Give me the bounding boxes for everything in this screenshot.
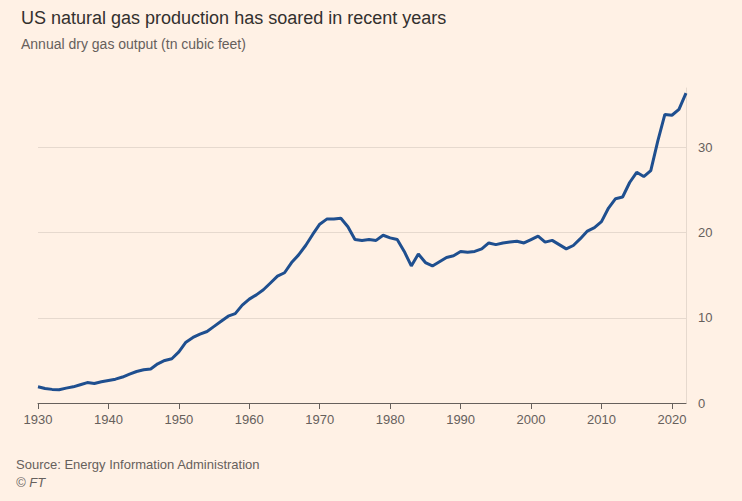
svg-text:2020: 2020 [657, 412, 686, 427]
svg-text:30: 30 [698, 140, 712, 155]
svg-text:Annual dry gas output (tn cubi: Annual dry gas output (tn cubic feet) [21, 36, 246, 52]
svg-text:1950: 1950 [164, 412, 193, 427]
svg-text:Source: Energy Information Adm: Source: Energy Information Administratio… [16, 457, 260, 472]
svg-text:© FT: © FT [16, 475, 46, 490]
svg-text:1990: 1990 [446, 412, 475, 427]
svg-text:1970: 1970 [305, 412, 334, 427]
svg-text:1930: 1930 [24, 412, 53, 427]
svg-text:US natural gas production has: US natural gas production has soared in … [21, 8, 446, 28]
svg-text:2000: 2000 [517, 412, 546, 427]
svg-text:1980: 1980 [376, 412, 405, 427]
svg-text:20: 20 [698, 225, 712, 240]
svg-text:1940: 1940 [94, 412, 123, 427]
svg-text:1960: 1960 [235, 412, 264, 427]
svg-text:0: 0 [698, 396, 705, 411]
svg-text:10: 10 [698, 310, 712, 325]
svg-text:2010: 2010 [587, 412, 616, 427]
